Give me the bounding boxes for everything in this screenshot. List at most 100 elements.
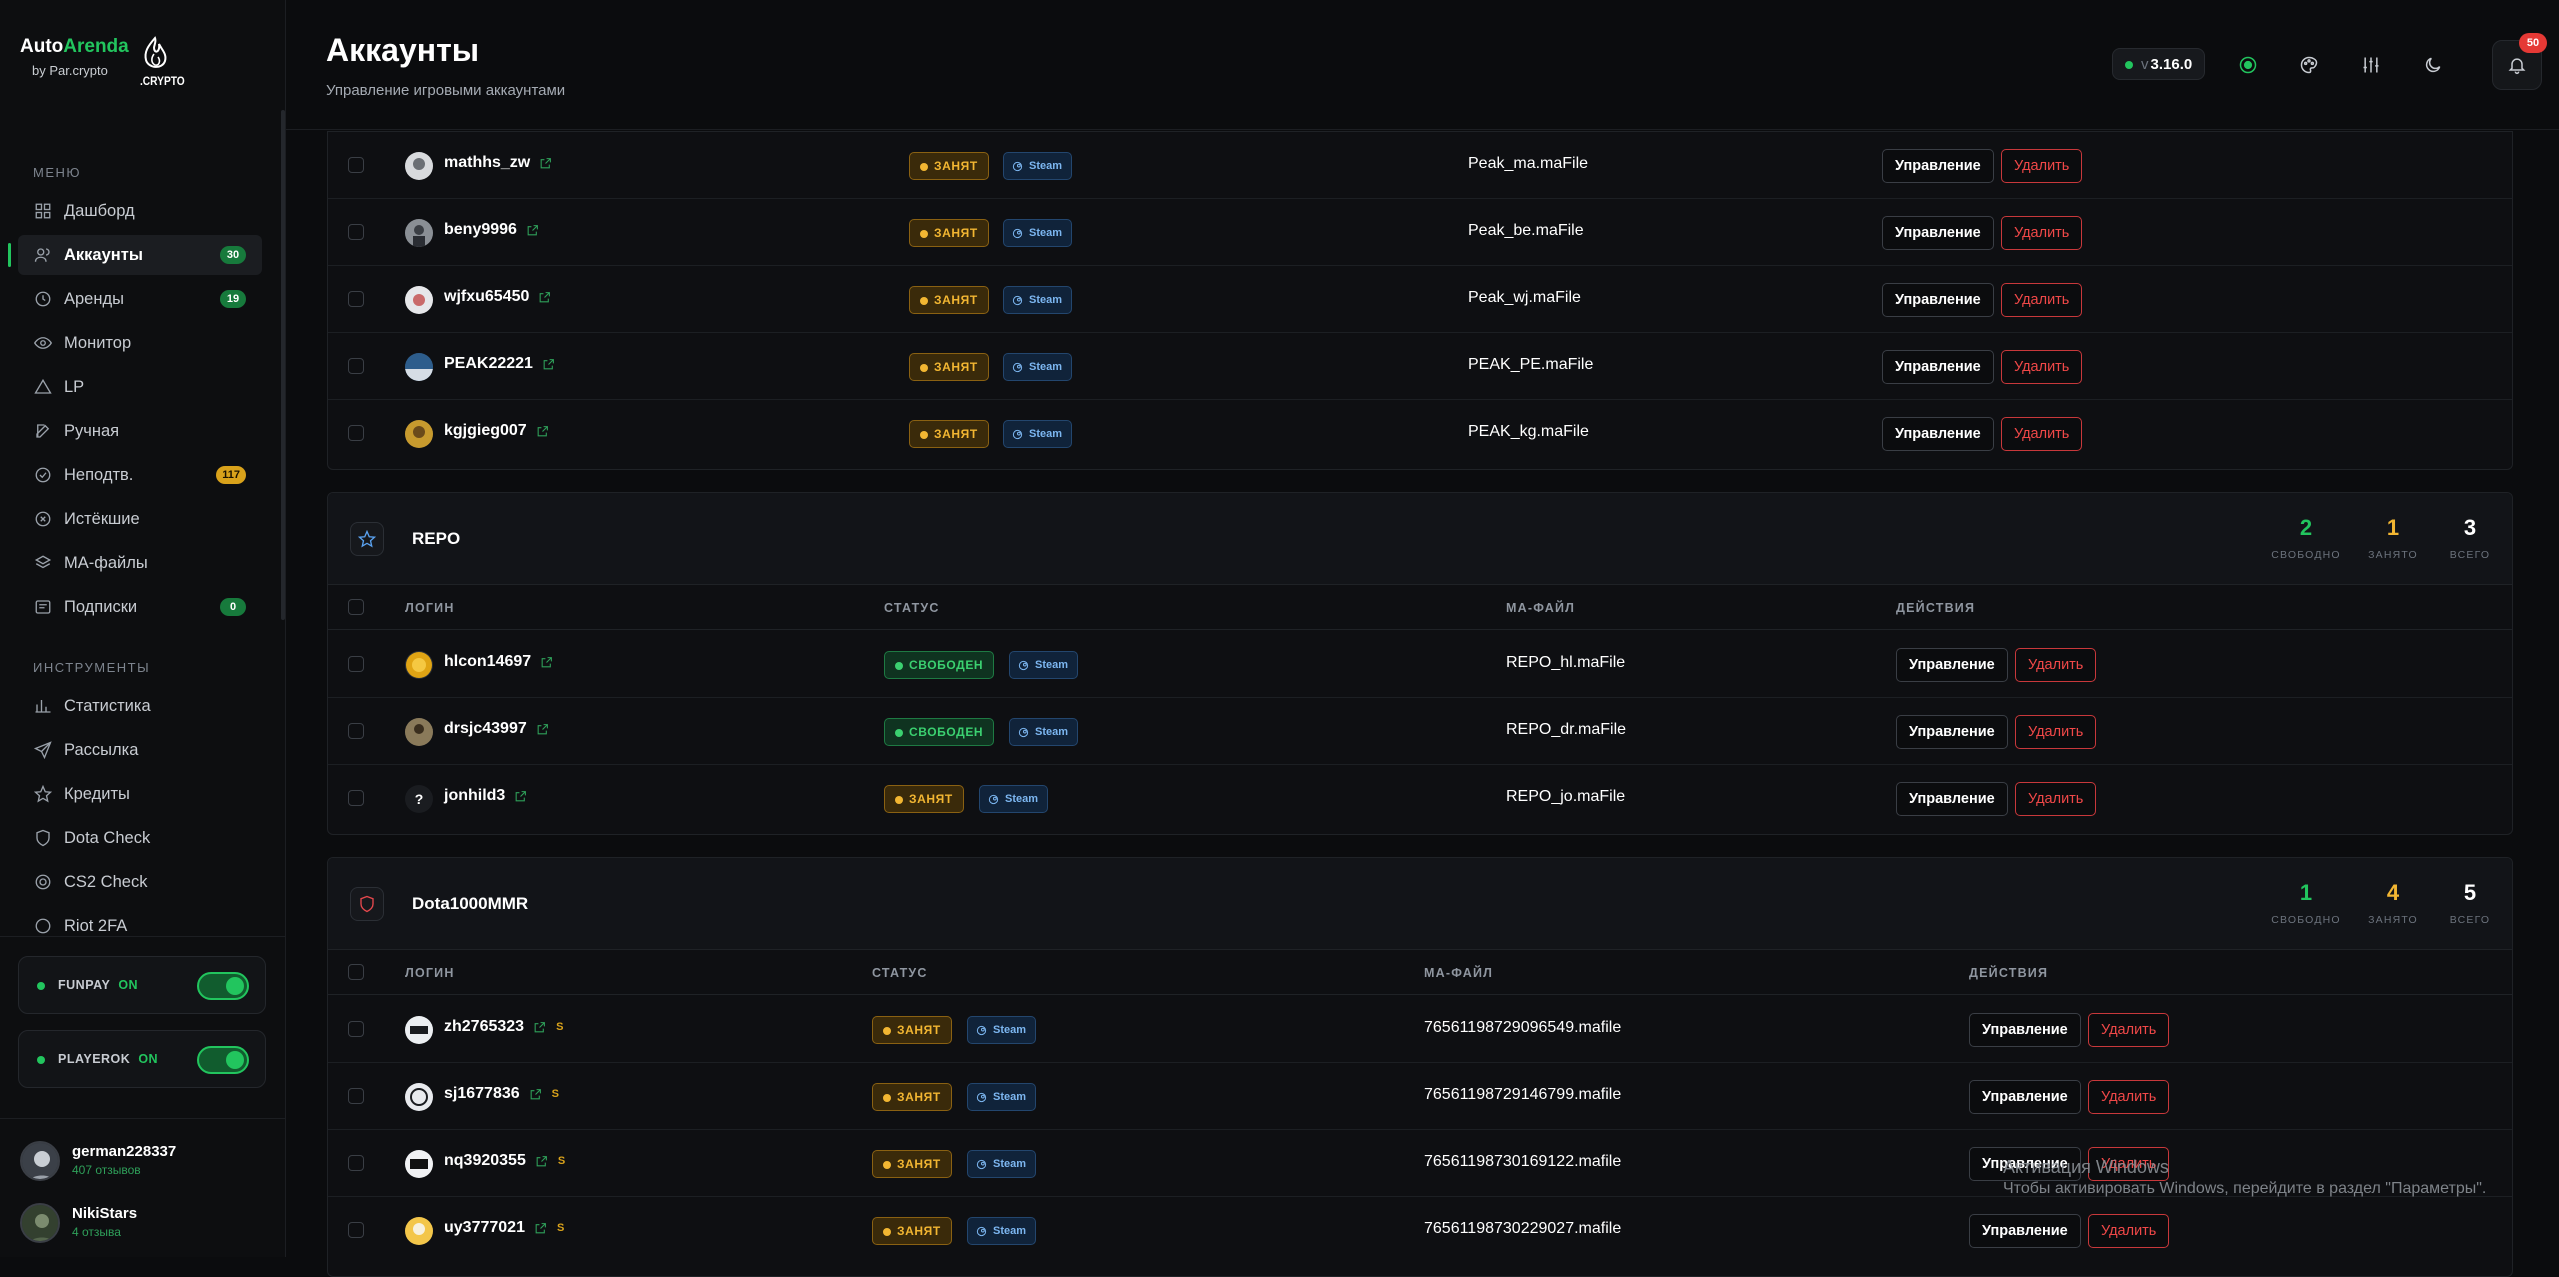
external-link-icon[interactable] xyxy=(534,1222,547,1235)
row-checkbox[interactable] xyxy=(348,1155,364,1171)
account-login[interactable]: uy3777021 S xyxy=(444,1219,565,1236)
external-link-icon[interactable] xyxy=(538,291,551,304)
row-checkbox[interactable] xyxy=(348,425,364,441)
delete-button[interactable]: Удалить xyxy=(2088,1080,2170,1114)
sidebar-item-mailing[interactable]: Рассылка xyxy=(18,730,262,770)
account-login[interactable]: kgjgieg007 xyxy=(444,422,549,440)
sidebar-item-statistics[interactable]: Статистика xyxy=(18,686,262,726)
delete-button[interactable]: Удалить xyxy=(2015,782,2097,816)
sidebar-item-lp[interactable]: LP xyxy=(18,367,262,407)
row-checkbox[interactable] xyxy=(348,1021,364,1037)
moon-icon[interactable] xyxy=(2416,48,2450,82)
row-checkbox[interactable] xyxy=(348,656,364,672)
account-login[interactable]: hlcon14697 xyxy=(444,653,553,671)
sidebar-item-subscriptions[interactable]: Подписки 0 xyxy=(18,587,262,627)
account-login[interactable]: wjfxu65450 xyxy=(444,288,551,306)
delete-button[interactable]: Удалить xyxy=(2088,1147,2170,1181)
manage-button[interactable]: Управление xyxy=(1969,1214,2081,1248)
delete-button[interactable]: Удалить xyxy=(2001,283,2083,317)
external-link-icon[interactable] xyxy=(535,1155,548,1168)
steam-badge: Steam xyxy=(1003,152,1073,180)
external-link-icon[interactable] xyxy=(529,1088,542,1101)
delete-button[interactable]: Удалить xyxy=(2001,350,2083,384)
select-all-checkbox[interactable] xyxy=(348,964,364,980)
manage-button[interactable]: Управление xyxy=(1882,149,1994,183)
sidebar-item-accounts[interactable]: Аккаунты 30 xyxy=(8,235,262,275)
manage-button[interactable]: Управление xyxy=(1896,648,2008,682)
account-login[interactable]: sj1677836 S xyxy=(444,1085,559,1102)
sidebar-scrollbar[interactable] xyxy=(281,110,285,620)
notifications-button[interactable]: 50 xyxy=(2492,33,2547,90)
column-status[interactable]: СТАТУС xyxy=(884,601,940,615)
account-login[interactable]: beny9996 xyxy=(444,221,539,239)
account-login[interactable]: drsjc43997 xyxy=(444,720,549,738)
column-mafile[interactable]: MA-ФАЙЛ xyxy=(1424,966,1494,980)
external-link-icon[interactable] xyxy=(533,1021,546,1034)
row-checkbox[interactable] xyxy=(348,723,364,739)
delete-button[interactable]: Удалить xyxy=(2001,149,2083,183)
manage-button[interactable]: Управление xyxy=(1969,1013,2081,1047)
app-logo[interactable]: AutoArenda by Par.crypto xyxy=(20,36,129,78)
external-link-icon[interactable] xyxy=(539,157,552,170)
palette-icon[interactable] xyxy=(2292,48,2326,82)
manage-button[interactable]: Управление xyxy=(1882,216,1994,250)
sidebar-item-manual[interactable]: Ручная xyxy=(18,411,262,451)
delete-button[interactable]: Удалить xyxy=(2001,216,2083,250)
column-mafile[interactable]: MA-ФАЙЛ xyxy=(1506,601,1576,615)
row-checkbox[interactable] xyxy=(348,157,364,173)
row-checkbox[interactable] xyxy=(348,358,364,374)
settings-sliders-icon[interactable] xyxy=(2354,48,2388,82)
delete-button[interactable]: Удалить xyxy=(2015,715,2097,749)
sidebar-item-riot-2fa[interactable]: Riot 2FA xyxy=(18,906,262,946)
watermark-title: Активация Windows xyxy=(2003,1157,2169,1177)
sidebar-item-monitor[interactable]: Монитор xyxy=(18,323,262,363)
row-checkbox[interactable] xyxy=(348,291,364,307)
external-link-icon[interactable] xyxy=(536,425,549,438)
group-header[interactable]: REPO 2 СВОБОДНО 1 ЗАНЯТО 3 ВСЕГО xyxy=(328,493,2512,585)
playerok-switch[interactable] xyxy=(197,1046,249,1074)
sidebar-item-expired[interactable]: Истёкшие xyxy=(18,499,262,539)
funpay-switch[interactable] xyxy=(197,972,249,1000)
delete-button[interactable]: Удалить xyxy=(2001,417,2083,451)
manage-button[interactable]: Управление xyxy=(1969,1080,2081,1114)
user-german228337[interactable]: german228337 407 отзывов xyxy=(20,1137,270,1183)
status-online-icon[interactable] xyxy=(2231,48,2265,82)
sidebar-item-credits[interactable]: Кредиты xyxy=(18,774,262,814)
group-header[interactable]: Dota1000MMR 1 СВОБОДНО 4 ЗАНЯТО 5 ВСЕГО xyxy=(328,858,2512,950)
account-login[interactable]: PEAK22221 xyxy=(444,355,555,373)
external-link-icon[interactable] xyxy=(536,723,549,736)
sidebar-item-mafiles[interactable]: MA-файлы xyxy=(18,543,262,583)
external-link-icon[interactable] xyxy=(542,358,555,371)
select-all-checkbox[interactable] xyxy=(348,599,364,615)
steam-icon xyxy=(1018,727,1029,737)
row-checkbox[interactable] xyxy=(348,224,364,240)
user-nikistars[interactable]: NikiStars 4 отзыва xyxy=(20,1199,270,1245)
row-checkbox[interactable] xyxy=(348,790,364,806)
sidebar-item-rentals[interactable]: Аренды 19 xyxy=(18,279,262,319)
row-checkbox[interactable] xyxy=(348,1088,364,1104)
manage-button[interactable]: Управление xyxy=(1969,1147,2081,1181)
account-login[interactable]: mathhs_zw xyxy=(444,154,552,172)
manage-button[interactable]: Управление xyxy=(1896,715,2008,749)
delete-button[interactable]: Удалить xyxy=(2088,1013,2170,1047)
column-login[interactable]: ЛОГИН xyxy=(405,966,455,980)
sidebar-item-cs2-check[interactable]: CS2 Check xyxy=(18,862,262,902)
sidebar-item-dota-check[interactable]: Dota Check xyxy=(18,818,262,858)
manage-button[interactable]: Управление xyxy=(1882,417,1994,451)
manage-button[interactable]: Управление xyxy=(1882,283,1994,317)
delete-button[interactable]: Удалить xyxy=(2015,648,2097,682)
column-login[interactable]: ЛОГИН xyxy=(405,601,455,615)
sidebar-item-unconfirmed[interactable]: Неподтв. 117 xyxy=(18,455,262,495)
external-link-icon[interactable] xyxy=(514,790,527,803)
sidebar-item-dashboard[interactable]: Дашборд xyxy=(18,191,262,231)
external-link-icon[interactable] xyxy=(526,224,539,237)
account-login[interactable]: nq3920355 S xyxy=(444,1152,566,1169)
account-login[interactable]: jonhild3 xyxy=(444,787,527,805)
column-status[interactable]: СТАТУС xyxy=(872,966,928,980)
external-link-icon[interactable] xyxy=(540,656,553,669)
account-login[interactable]: zh2765323 S xyxy=(444,1018,564,1035)
manage-button[interactable]: Управление xyxy=(1882,350,1994,384)
delete-button[interactable]: Удалить xyxy=(2088,1214,2170,1248)
row-checkbox[interactable] xyxy=(348,1222,364,1238)
manage-button[interactable]: Управление xyxy=(1896,782,2008,816)
